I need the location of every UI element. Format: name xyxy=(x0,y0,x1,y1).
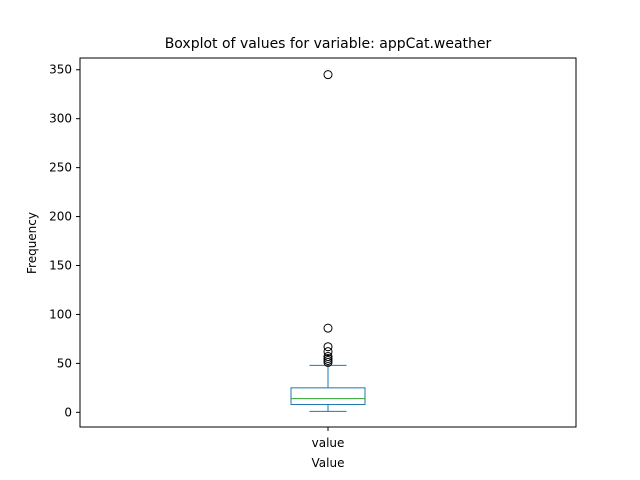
y-axis: 0 50 100 150 200 250 300 350 xyxy=(49,63,80,419)
y-tick-label: 250 xyxy=(49,161,72,175)
chart-title: Boxplot of values for variable: appCat.w… xyxy=(165,36,492,52)
y-tick-label: 0 xyxy=(64,405,72,419)
outlier-point xyxy=(323,323,333,333)
box-marks xyxy=(290,70,366,412)
x-tick-label: value xyxy=(312,436,345,450)
y-tick-label: 150 xyxy=(49,259,72,273)
x-axis-label: Value xyxy=(312,456,345,470)
y-tick-label: 300 xyxy=(49,112,72,126)
y-tick-label: 200 xyxy=(49,210,72,224)
y-tick-label: 100 xyxy=(49,307,72,321)
x-axis: value xyxy=(312,427,345,450)
iqr-box xyxy=(290,387,366,405)
y-tick-label: 350 xyxy=(49,63,72,77)
y-axis-label: Frequency xyxy=(25,212,39,274)
y-tick-label: 50 xyxy=(57,356,72,370)
outlier-point xyxy=(323,352,333,362)
outlier-point xyxy=(323,347,333,357)
outlier-point xyxy=(323,70,333,80)
outlier-point xyxy=(323,342,333,352)
